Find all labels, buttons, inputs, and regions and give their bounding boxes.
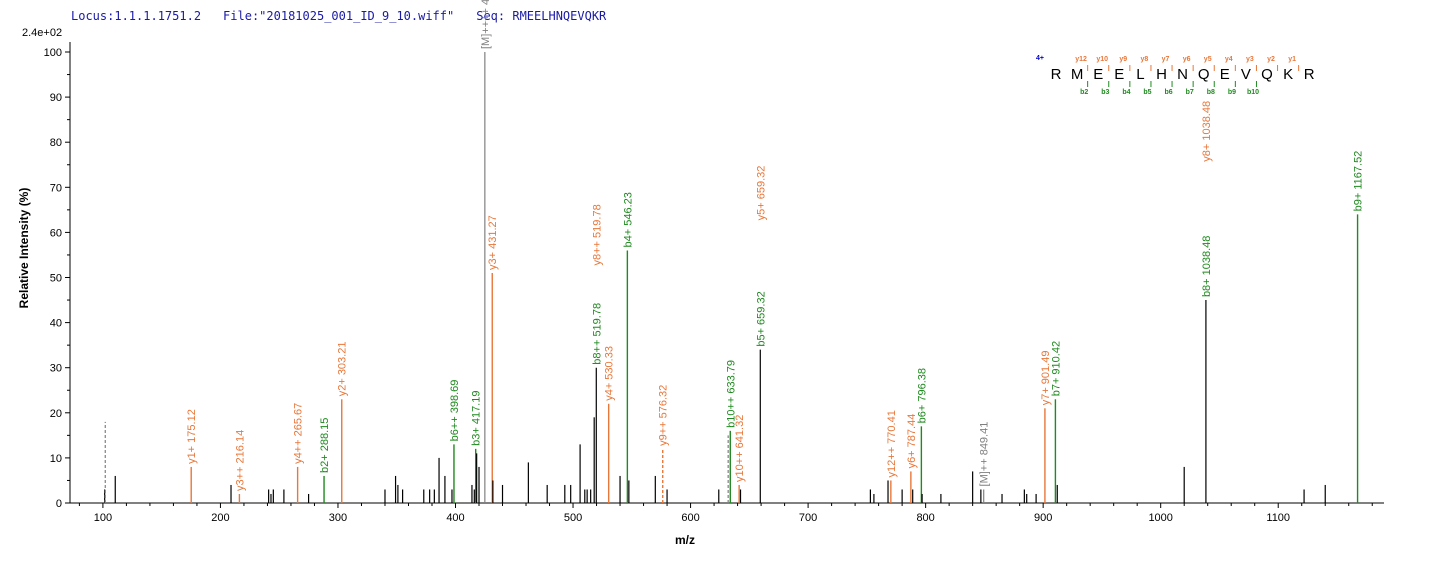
peak-label: y9++ 576.32 [658, 385, 670, 446]
y-tick-label: 30 [50, 363, 62, 375]
y-axis-label: Relative Intensity (%) [17, 188, 31, 309]
y-ion-label: y6 [1183, 56, 1191, 63]
b-ion-label: b8 [1207, 89, 1215, 96]
y-ion-label: y5 [1204, 56, 1212, 63]
peaks [104, 52, 1359, 503]
sequence-residue: K [1283, 66, 1293, 83]
x-tick-label: 100 [94, 512, 112, 524]
x-tick-label: 500 [564, 512, 582, 524]
peak-label: y12++ 770.41 [886, 410, 898, 477]
b-ion-label: b2 [1080, 89, 1088, 96]
peak-label: b8+ 1038.48 [1201, 236, 1213, 297]
y-tick-label: 20 [50, 408, 62, 420]
sequence-residue: H [1156, 66, 1167, 83]
y-tick-label: 50 [50, 273, 62, 285]
peak-label: b7+ 910.42 [1050, 341, 1062, 396]
y-ion-label: y4 [1225, 56, 1233, 63]
x-tick-label: 800 [916, 512, 934, 524]
peak-label: b2+ 288.15 [319, 418, 331, 473]
b-ion-label: b3 [1101, 89, 1109, 96]
peak-label: y10++ 641.32 [734, 415, 746, 482]
y-ion-label: y12 [1075, 56, 1087, 63]
x-axis-label: m/z [675, 533, 695, 547]
y-tick-label: 10 [50, 453, 62, 465]
x-tick-label: 400 [446, 512, 464, 524]
peak-label: y2+ 303.21 [337, 342, 349, 397]
x-tick-label: 600 [681, 512, 699, 524]
x-tick-label: 200 [211, 512, 229, 524]
charge-state: 4+ [1036, 55, 1044, 62]
peak-label: y8+ 1038.48 [1201, 101, 1213, 162]
axes [69, 42, 1384, 504]
y-tick-label: 60 [50, 227, 62, 239]
peak-label: y3+ 431.27 [487, 215, 499, 270]
peak-label: b4+ 546.23 [622, 192, 634, 247]
peak-label: y1+ 175.12 [186, 409, 198, 464]
sequence-residue: N [1177, 66, 1188, 83]
b-ion-label: b4 [1122, 89, 1130, 96]
peak-labels: y1+ 175.12 y3++ 216.14 y4++ 265.67 b2+ 288.… [186, 0, 1364, 491]
peak-label: [M]++ 849.41 [979, 422, 991, 487]
y-ion-label: y10 [1096, 56, 1108, 63]
peak-label: b6++ 398.69 [449, 380, 461, 442]
sequence-label: Seq: RMEELHNQEVQKR [476, 9, 607, 23]
peak-label: b9+ 1167.52 [1353, 151, 1365, 212]
peak-label: y7+ 901.49 [1040, 351, 1052, 406]
x-tick-label: 1000 [1148, 512, 1172, 524]
sequence-residue: Q [1261, 66, 1273, 83]
b-ion-label: b6 [1165, 89, 1173, 96]
sequence-residue: M [1071, 66, 1084, 83]
y-ion-label: y1 [1288, 56, 1296, 63]
peak-label: b6+ 796.38 [916, 368, 928, 423]
sequence-residue: Q [1198, 66, 1210, 83]
y-ion-label: y7 [1162, 56, 1170, 63]
y-tick-label: 40 [50, 318, 62, 330]
b-ion-label: b7 [1186, 89, 1194, 96]
y-ion-label: y2 [1267, 56, 1275, 63]
y-tick-label: 100 [44, 47, 62, 59]
locus-label: Locus:1.1.1.1751.2 [71, 9, 202, 23]
peak-label: b3+ 417.19 [471, 391, 483, 446]
peak-label: b10++ 633.79 [725, 360, 737, 428]
peak-label: y4+ 530.33 [604, 346, 616, 401]
y-ticks: 0 10 20 30 40 50 60 70 80 90 100 [44, 47, 70, 510]
file-label: File:"20181025_001_ID_9_10.wiff" [223, 9, 455, 23]
y-tick-label: 70 [50, 182, 62, 194]
sequence-residue: R [1304, 66, 1315, 83]
sequence-residue: E [1220, 66, 1230, 83]
b-ion-label: b9 [1228, 89, 1236, 96]
y-ion-label: y9 [1119, 56, 1127, 63]
peak-label: b5+ 659.32 [755, 291, 767, 346]
peak-label: y4++ 265.67 [293, 403, 305, 464]
x-tick-label: 700 [799, 512, 817, 524]
x-tick-label: 900 [1034, 512, 1052, 524]
sequence-residue: E [1114, 66, 1124, 83]
y-tick-label: 0 [56, 498, 62, 510]
peak-label: [M]++++ 424.97 [480, 0, 492, 49]
x-ticks: 100 200 300 400 500 600 700 800 900 1000 1100 [78, 503, 1373, 524]
peak-label: y8++ 519.78 [591, 204, 603, 265]
y-ion-label: y8 [1141, 56, 1149, 63]
b-ion-label: b10 [1247, 89, 1259, 96]
sequence-residue: L [1136, 66, 1144, 83]
sequence-residue: R [1051, 66, 1062, 83]
y-ion-label: y3 [1246, 56, 1254, 63]
y-tick-label: 90 [50, 92, 62, 104]
y-tick-label: 80 [50, 137, 62, 149]
x-tick-label: 1100 [1266, 512, 1290, 524]
sequence-residue: E [1093, 66, 1103, 83]
x-tick-label: 300 [329, 512, 347, 524]
spectrum-header: Locus:1.1.1.1751.2 File:"20181025_001_ID_… [71, 9, 628, 23]
sequence-residue: V [1241, 66, 1251, 83]
peak-label: b8++ 519.78 [591, 303, 603, 365]
b-ion-label: b5 [1143, 89, 1151, 96]
peak-label: y3++ 216.14 [234, 430, 246, 491]
y-max-label: 2.4e+02 [22, 27, 62, 39]
peak-label: y5+ 659.32 [755, 166, 767, 221]
peak-label: y6+ 787.44 [906, 414, 918, 469]
